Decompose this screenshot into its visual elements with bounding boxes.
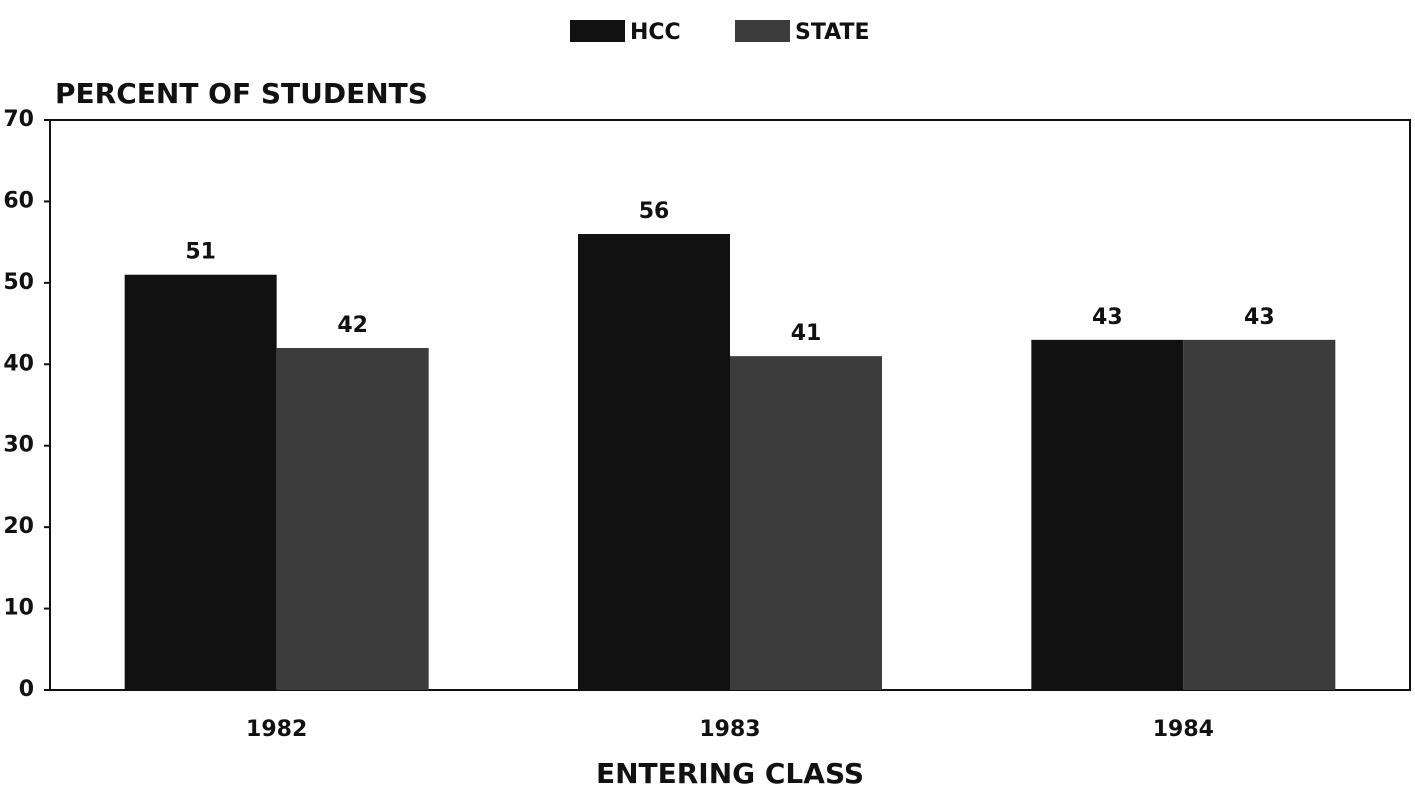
bar (578, 234, 730, 690)
x-axis-title: ENTERING CLASS (596, 757, 864, 790)
data-label: 41 (791, 321, 822, 346)
x-tick-label: 1984 (1153, 717, 1214, 742)
x-tick-label: 1983 (699, 717, 760, 742)
bar (276, 348, 429, 690)
y-tick-label: 20 (3, 514, 34, 539)
data-label: 43 (1244, 305, 1275, 330)
data-label: 43 (1092, 305, 1123, 330)
legend-label: STATE (795, 20, 870, 45)
y-tick-label: 60 (3, 188, 34, 213)
y-tick-label: 50 (3, 270, 34, 295)
y-axis-title: PERCENT OF STUDENTS (55, 77, 428, 110)
y-tick-label: 10 (3, 596, 34, 621)
y-tick-label: 30 (3, 433, 34, 458)
legend-swatch (735, 20, 790, 42)
data-label: 42 (337, 313, 368, 338)
legend-label: HCC (630, 20, 681, 45)
bar (1183, 339, 1336, 690)
bar (1031, 339, 1184, 690)
y-tick-label: 40 (3, 351, 34, 376)
y-tick-label: 0 (19, 677, 34, 702)
x-tick-label: 1982 (246, 717, 307, 742)
y-tick-label: 70 (3, 107, 34, 132)
data-label: 51 (185, 240, 216, 265)
bar (730, 356, 882, 690)
data-label: 56 (639, 199, 670, 224)
bar (124, 274, 277, 690)
legend-swatch (570, 20, 625, 42)
